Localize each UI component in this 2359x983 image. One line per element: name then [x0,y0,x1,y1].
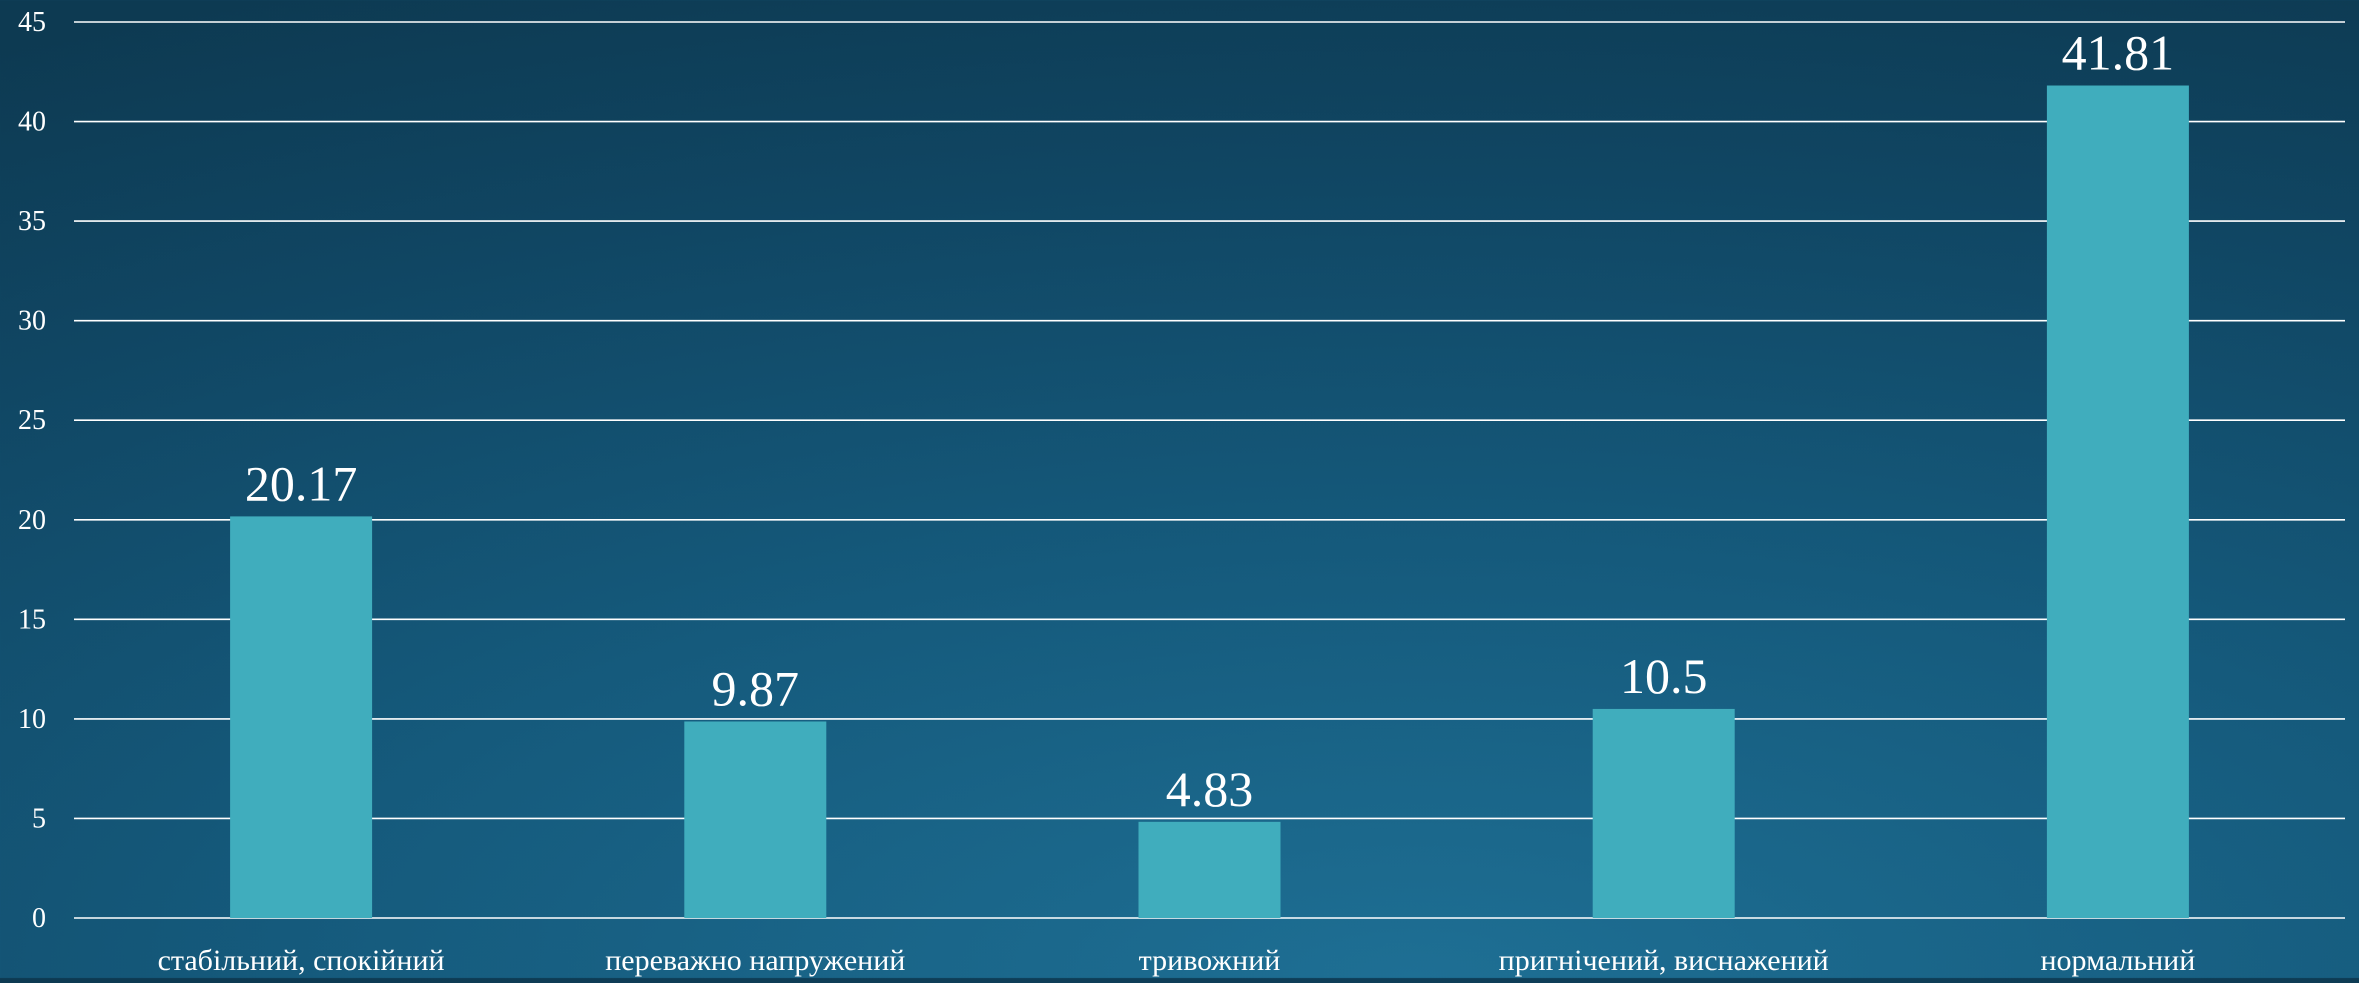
y-tick-label: 5 [32,803,46,834]
x-tick-label: стабільний, спокійний [158,944,445,977]
y-tick-label: 35 [18,206,46,237]
gridlines [74,21,2345,919]
x-tick-label: переважно напружений [605,944,905,977]
x-tick-label: пригнічений, виснажений [1499,944,1829,977]
data-label: 41.81 [2062,25,2175,81]
x-tick-label: тривожний [1139,944,1281,977]
y-tick-label: 45 [18,7,46,38]
y-tick-label: 15 [18,604,46,635]
y-tick-label: 40 [18,107,46,138]
y-tick-label: 30 [18,306,46,337]
data-label: 10.5 [1620,648,1708,704]
bar [230,516,373,918]
bar [684,721,827,918]
data-label: 20.17 [245,455,358,511]
y-tick-label: 25 [18,405,46,436]
data-label: 4.83 [1166,761,1254,817]
y-tick-label: 10 [18,704,46,735]
bars [230,85,2189,919]
bar [2046,85,2189,919]
data-labels: 20.17 9.87 4.83 10.5 41.81 [245,25,2174,817]
y-tick-label: 20 [18,505,46,536]
data-label: 9.87 [712,660,800,716]
y-tick-label: 0 [32,903,46,934]
x-tick-label: нормальний [2041,944,2196,977]
y-axis-ticks: 0 5 10 15 20 25 30 35 40 45 [18,7,46,934]
bar [1592,708,1735,918]
bar [1138,821,1281,918]
x-axis-ticks: стабільний, спокійний переважно напружени… [158,944,2196,977]
